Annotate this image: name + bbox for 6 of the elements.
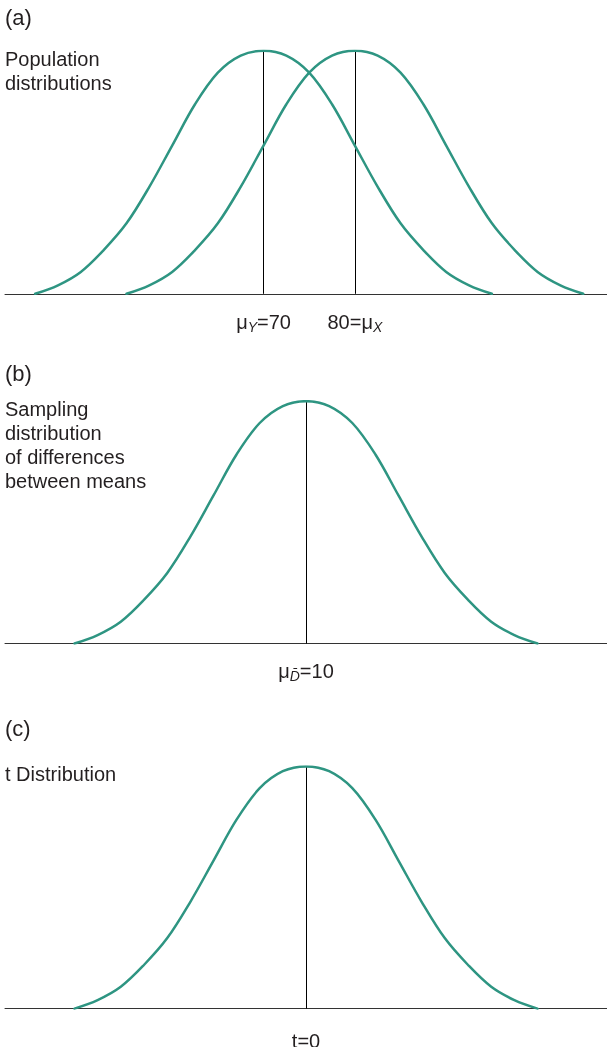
text: Sampling distribution of differences between means — [5, 398, 147, 493]
chart-title: (a) — [5, 5, 32, 30]
chart-title: (b) — [5, 360, 32, 386]
chart-title: (c) — [5, 716, 31, 742]
chart-subtitle: Population distributions — [5, 47, 112, 94]
chart-subtitle: t Distribution — [5, 763, 117, 786]
